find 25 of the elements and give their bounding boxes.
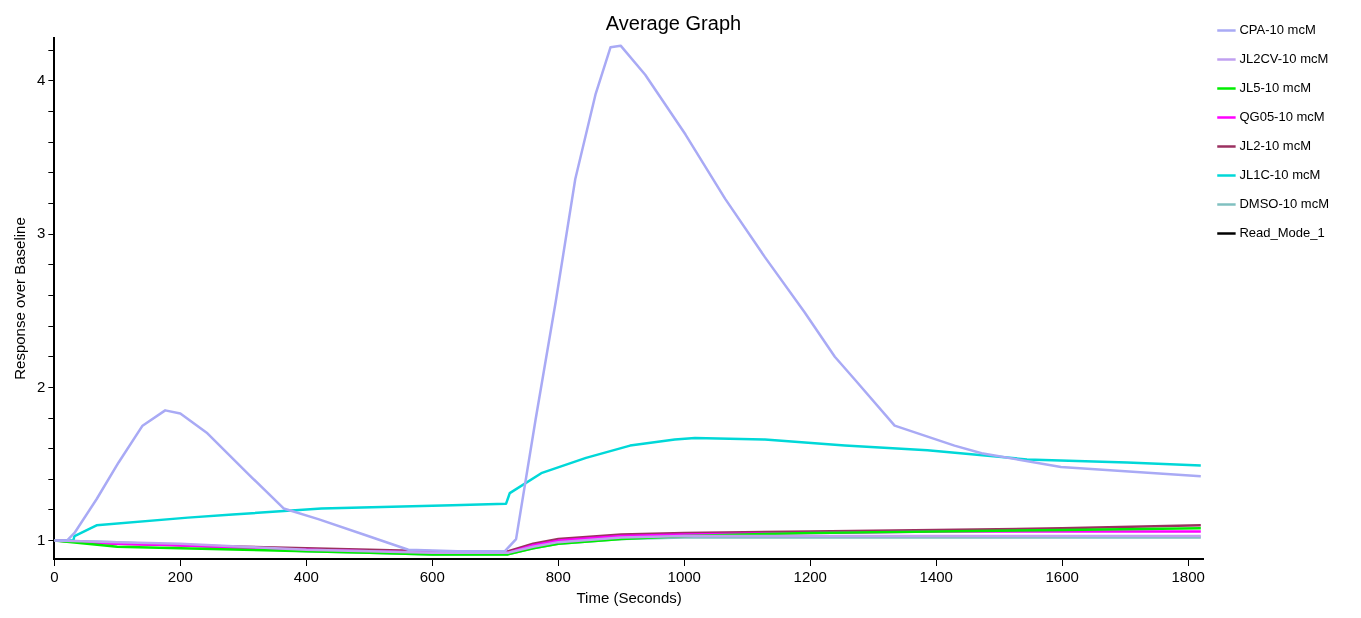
x-tick-label: 1200 xyxy=(793,568,827,586)
y-axis-title: Response over Baseline xyxy=(11,217,29,380)
x-tick-label: 400 xyxy=(293,568,319,586)
x-axis-title: Time (Seconds) xyxy=(576,589,682,607)
legend-label: JL5-10 mcM xyxy=(1239,80,1311,96)
x-tick-label: 1400 xyxy=(919,568,953,586)
y-tick-label: 3 xyxy=(37,224,46,242)
legend-label: JL2-10 mcM xyxy=(1239,138,1311,154)
x-tick-label: 600 xyxy=(419,568,445,586)
legend-label: CPA-10 mcM xyxy=(1239,22,1316,38)
x-tick-label: 0 xyxy=(50,568,59,586)
x-tick-label: 800 xyxy=(545,568,571,586)
x-tick-label: 1800 xyxy=(1171,568,1205,586)
y-tick-label: 4 xyxy=(37,71,46,89)
y-tick-label: 2 xyxy=(37,377,46,395)
x-tick-label: 1600 xyxy=(1045,568,1079,586)
legend-label: JL2CV-10 mcM xyxy=(1239,51,1329,67)
x-tick-label: 1000 xyxy=(667,568,701,586)
legend-label: JL1C-10 mcM xyxy=(1239,167,1321,183)
legend-label: DMSO-10 mcM xyxy=(1239,196,1329,212)
legend-label: QG05-10 mcM xyxy=(1239,109,1325,125)
legend-label: Read_Mode_1 xyxy=(1239,225,1325,241)
chart-title: Average Graph xyxy=(605,11,742,34)
y-tick-label: 1 xyxy=(37,530,46,548)
x-tick-label: 200 xyxy=(167,568,193,586)
